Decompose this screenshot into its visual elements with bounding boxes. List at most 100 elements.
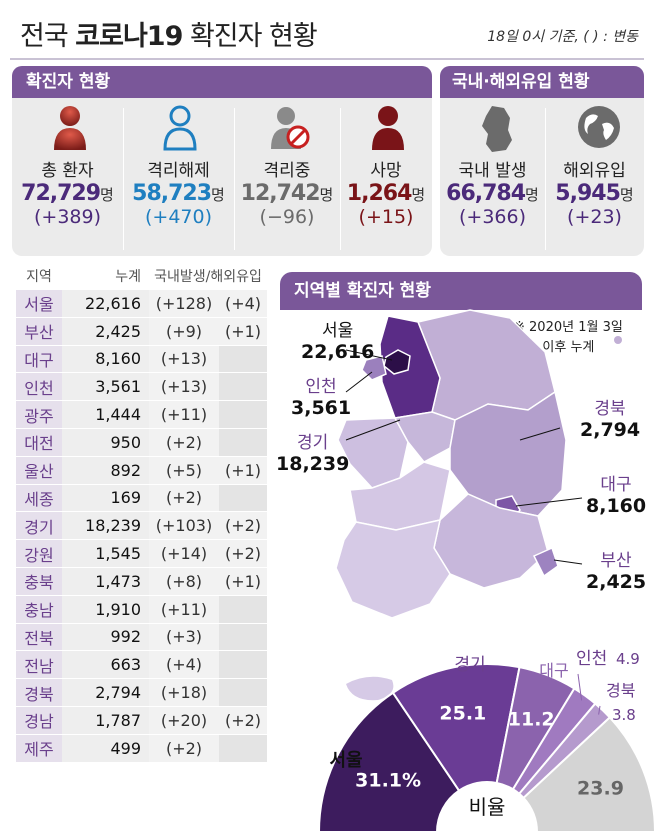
callout-incheon: 인천 3,561 <box>291 377 352 419</box>
category-label: 대구 <box>539 661 568 680</box>
table-row: 제주 499 (+2) <box>16 734 267 763</box>
table-row: 강원 1,545 (+14) (+2) <box>16 539 267 568</box>
overseas-cell <box>219 623 267 652</box>
total-cell: 663 <box>62 650 149 680</box>
domestic-cell: (+3) <box>149 623 219 652</box>
table-row: 울산 892 (+5) (+1) <box>16 456 267 485</box>
column-header: 누계 <box>115 269 141 285</box>
korea-map-icon <box>482 106 512 152</box>
region-cell: 서울 <box>16 290 62 318</box>
callout-daegu: 대구 8,160 <box>586 475 647 517</box>
stat-domestic: 국내 발생 66,784명 (+366) <box>440 156 545 228</box>
domestic-cell: (+13) <box>149 345 219 374</box>
total-cell: 1,444 <box>62 400 149 429</box>
domestic-cell: (+14) <box>149 539 219 568</box>
region-cell: 경기 <box>16 511 62 541</box>
data-label: 11.2 <box>508 708 555 730</box>
overseas-cell <box>219 400 267 429</box>
overseas-cell: (+4) <box>219 290 267 318</box>
table-row: 부산 2,425 (+9) (+1) <box>16 317 267 346</box>
callout-gyeonggi: 경기 18,239 <box>276 433 350 475</box>
region-cell: 충북 <box>16 567 62 596</box>
domestic-cell: (+8) <box>149 567 219 596</box>
total-cell: 22,616 <box>62 290 149 318</box>
region-cell: 제주 <box>16 734 62 763</box>
stat-delta: (+470) <box>144 206 212 228</box>
data-label: 4.9 <box>616 650 640 668</box>
map-panel-title: 지역별 확진자 현황 <box>294 281 431 301</box>
total-cell: 1,787 <box>62 706 149 735</box>
region-table: 지역 누계 국내발생/해외유입 서울 22,616 (+128) (+4) 부산 2,42… <box>16 262 267 763</box>
domestic-cell: (+9) <box>149 317 219 346</box>
total-cell: 499 <box>62 734 149 763</box>
pie-slice-0 <box>317 691 461 832</box>
overseas-cell <box>219 345 267 374</box>
divider <box>234 108 235 250</box>
overseas-cell <box>219 595 267 624</box>
region-cell: 대전 <box>16 428 62 457</box>
table-row: 서울 22,616 (+128) (+4) <box>16 290 267 318</box>
person-icon <box>54 106 86 150</box>
cases-panel-header: 확진자 현황 <box>12 66 432 98</box>
table-row: 경남 1,787 (+20) (+2) <box>16 706 267 735</box>
overseas-cell: (+2) <box>219 511 267 541</box>
title-bold: 코로나19 <box>75 21 183 52</box>
overseas-cell <box>219 428 267 457</box>
total-cell: 3,561 <box>62 372 149 402</box>
category-label: 경기 <box>454 655 485 675</box>
title-prefix: 전국 <box>20 21 76 52</box>
title-suffix: 확진자 현황 <box>182 21 318 52</box>
total-cell: 18,239 <box>62 511 149 541</box>
title-divider <box>10 58 644 60</box>
region-cell: 전남 <box>16 650 62 680</box>
overseas-cell: (+2) <box>219 539 267 568</box>
table-row: 경기 18,239 (+103) (+2) <box>16 511 267 541</box>
total-cell: 169 <box>62 484 149 513</box>
callout-busan: 부산 2,425 <box>586 551 647 593</box>
category-label: 경북 <box>606 681 635 700</box>
stat-label: 격리해제 <box>147 161 210 181</box>
stat-isolated: 격리중 12,742명 (−96) <box>234 156 340 228</box>
region-cell: 충남 <box>16 595 62 624</box>
stat-overseas: 해외유입 5,945명 (+23) <box>545 156 644 228</box>
table-row: 경북 2,794 (+18) <box>16 678 267 707</box>
overseas-cell: (+1) <box>219 317 267 346</box>
stat-value: 58,723명 <box>132 181 225 206</box>
table-row: 대구 8,160 (+13) <box>16 345 267 374</box>
domestic-cell: (+128) <box>149 290 219 318</box>
total-cell: 1,473 <box>62 567 149 596</box>
domestic-cell: (+4) <box>149 650 219 680</box>
region-cell: 경북 <box>16 678 62 707</box>
total-cell: 8,160 <box>62 345 149 374</box>
leader-line <box>598 705 601 715</box>
region-cell: 세종 <box>16 484 62 513</box>
origin-panel: 국내·해외유입 현황 <box>440 66 644 256</box>
data-label: 31.1% <box>355 769 421 791</box>
data-label: 23.9 <box>577 777 624 799</box>
region-cell: 광주 <box>16 400 62 429</box>
table-row: 인천 3,561 (+13) <box>16 372 267 402</box>
region-cell: 인천 <box>16 372 62 402</box>
cases-panel: 확진자 현황 <box>12 66 432 256</box>
stat-value: 5,945명 <box>555 181 634 206</box>
stat-released: 격리해제 58,723명 (+470) <box>123 156 234 228</box>
table-row: 세종 169 (+2) <box>16 484 267 513</box>
table-row: 전북 992 (+3) <box>16 623 267 652</box>
domestic-cell: (+20) <box>149 706 219 735</box>
domestic-cell: (+18) <box>149 678 219 707</box>
callout-gyeongbuk: 경북 2,794 <box>580 399 641 441</box>
overseas-cell: (+2) <box>219 706 267 735</box>
stat-total: 총 환자 72,729명 (+389) <box>12 156 123 228</box>
stat-delta: (+389) <box>33 206 101 228</box>
stat-label: 총 환자 <box>41 161 94 181</box>
domestic-cell: (+11) <box>149 400 219 429</box>
total-cell: 950 <box>62 428 149 457</box>
map-panel-header: 지역별 확진자 현황 <box>280 272 642 310</box>
page-title: 전국 코로나19 확진자 현황 <box>20 14 318 53</box>
total-cell: 992 <box>62 623 149 652</box>
table-row: 광주 1,444 (+11) <box>16 400 267 429</box>
origin-panel-header: 국내·해외유입 현황 <box>440 66 644 98</box>
stat-delta: (−96) <box>259 206 315 228</box>
person-outline-icon <box>163 105 197 151</box>
